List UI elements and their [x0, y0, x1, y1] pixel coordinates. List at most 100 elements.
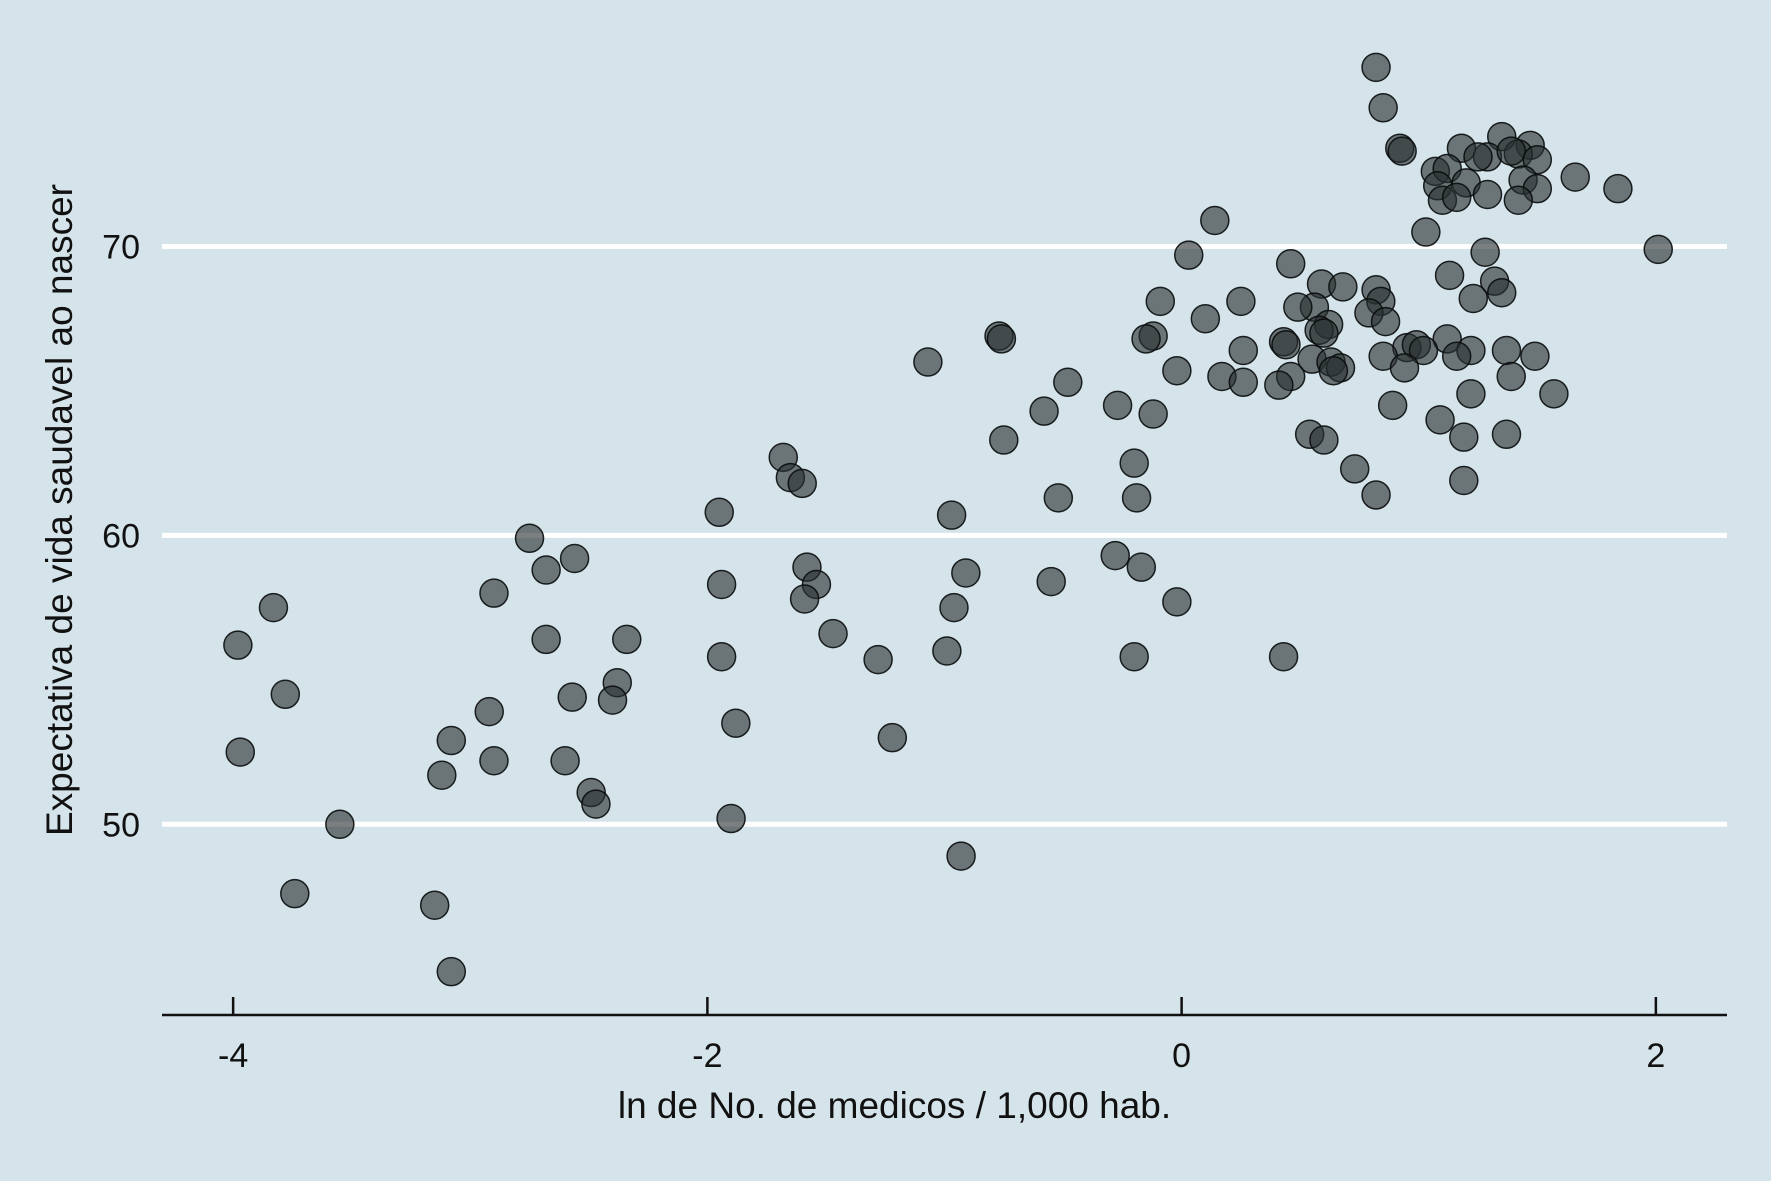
data-point [1200, 205, 1230, 236]
data-point [818, 618, 848, 649]
data-point [1328, 272, 1358, 302]
data-point [436, 956, 467, 987]
data-point [1643, 234, 1673, 265]
data-point [258, 592, 289, 623]
data-point [863, 644, 893, 675]
x-axis-title: ln de No. de medicos / 1,000 hab. [618, 1085, 1171, 1126]
data-point [1053, 367, 1083, 398]
data-point [1275, 249, 1306, 279]
data-point [1029, 396, 1059, 426]
data-point [225, 737, 255, 767]
data-point [1491, 335, 1522, 366]
y-axis-ticks: 50 60 70 [102, 228, 140, 844]
data-point [1463, 142, 1493, 172]
data-point [1603, 173, 1633, 204]
data-point [1283, 292, 1313, 322]
data-point [789, 584, 820, 614]
data-point [1268, 641, 1299, 672]
data-point [1119, 448, 1149, 478]
data-point [1309, 425, 1339, 455]
data-point [1309, 318, 1339, 348]
data-point [1339, 454, 1370, 484]
data-point [1377, 390, 1408, 421]
data-point [531, 624, 561, 655]
x-tick-label: 0 [1172, 1037, 1191, 1075]
data-point [1458, 283, 1489, 314]
data-point [1370, 306, 1401, 337]
data-point [479, 745, 509, 776]
data-point [1408, 335, 1439, 366]
data-point [436, 725, 467, 756]
data-point [1361, 480, 1391, 510]
data-point [1119, 641, 1149, 672]
x-tick-label: 2 [1646, 1037, 1665, 1075]
data-point [531, 555, 561, 585]
data-point [1102, 390, 1133, 421]
y-axis-title: Expectativa de vida saudavel ao nascer [39, 184, 80, 836]
data-point [1226, 286, 1256, 317]
data-point [1138, 399, 1168, 429]
data-point [706, 569, 737, 600]
data-point [514, 523, 545, 554]
data-point [1131, 324, 1161, 354]
data-point [223, 630, 253, 660]
x-tick-label: -2 [692, 1037, 722, 1075]
data-point [557, 682, 587, 712]
data-point [1496, 136, 1526, 166]
data-point [986, 324, 1017, 354]
data-point [1472, 179, 1503, 210]
data-point [1456, 379, 1486, 409]
data-point [877, 722, 908, 753]
data-point [1486, 277, 1517, 308]
data-point [704, 497, 734, 528]
data-point [550, 745, 580, 776]
data-point [270, 679, 301, 710]
data-point [1411, 217, 1441, 247]
x-axis-ticks: -4 -2 0 2 [218, 997, 1665, 1075]
data-point [559, 543, 590, 574]
data-point [1496, 361, 1526, 392]
data-point [1520, 341, 1550, 372]
data-point [1100, 540, 1130, 571]
data-point [1522, 145, 1553, 175]
data-point [597, 685, 628, 715]
data-point [581, 789, 611, 819]
data-point [1449, 465, 1479, 496]
data-point [427, 760, 457, 790]
data-point [280, 878, 310, 909]
data-point [1434, 260, 1465, 291]
data-point [612, 624, 642, 655]
data-point [1539, 379, 1569, 409]
x-tick-label: -4 [218, 1037, 248, 1075]
data-point [1441, 341, 1472, 372]
data-point [474, 696, 504, 727]
data-point [1361, 52, 1391, 83]
data-point [419, 890, 450, 920]
data-point [1121, 483, 1152, 513]
data-point [939, 592, 969, 623]
data-point [1190, 303, 1221, 334]
data-point [1318, 355, 1349, 386]
data-point [325, 809, 355, 840]
data-point [1162, 355, 1192, 386]
data-point [936, 500, 967, 530]
data-point [1228, 335, 1259, 366]
data-point [1036, 566, 1066, 597]
data-point [721, 708, 751, 738]
data-point [716, 803, 746, 834]
data-point [1503, 185, 1534, 215]
data-point [946, 841, 976, 871]
data-point [1389, 353, 1420, 383]
data-point [1387, 136, 1417, 166]
data-point [989, 425, 1019, 455]
data-point [1228, 367, 1259, 398]
data-point [1173, 240, 1204, 270]
data-point [1145, 286, 1176, 317]
data-point [479, 578, 509, 608]
data-point [1368, 93, 1398, 123]
data-points [223, 52, 1673, 987]
data-point [1441, 182, 1472, 213]
data-point [787, 468, 817, 499]
data-point [1560, 162, 1590, 192]
data-point [1264, 370, 1294, 400]
